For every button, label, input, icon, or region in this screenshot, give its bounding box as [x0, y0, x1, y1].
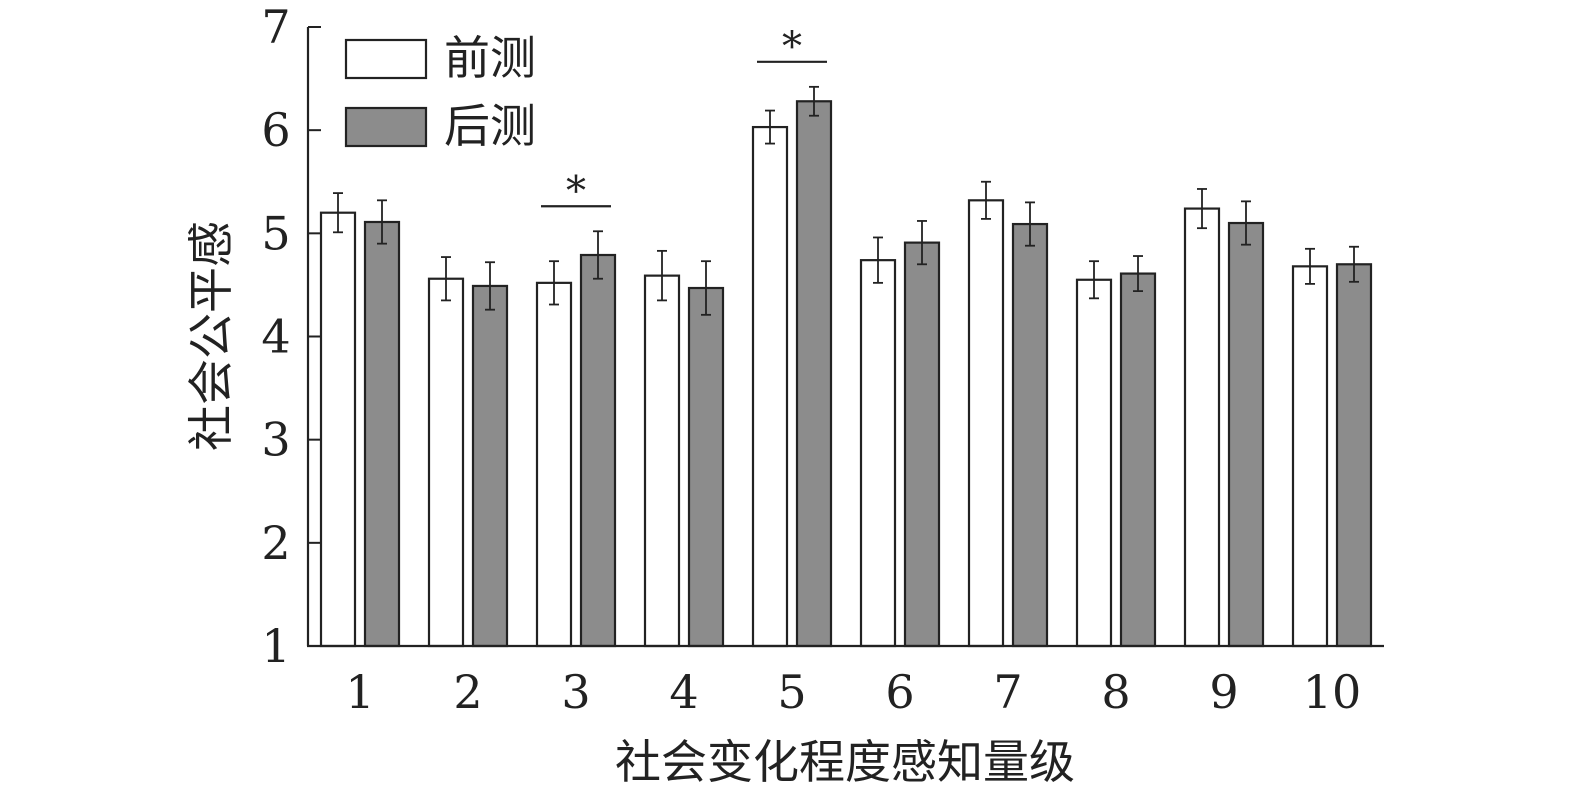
bar-posttest-8	[1119, 272, 1157, 648]
bar-pretest-2	[427, 277, 465, 648]
y-axis-label: 社会公平感	[184, 221, 238, 451]
bar-posttest-3	[579, 253, 617, 648]
x-tick-label-8: 8	[1101, 665, 1130, 719]
legend-swatch	[344, 106, 428, 148]
bar-pretest-4	[643, 274, 681, 648]
error-bar-posttest-5	[809, 85, 819, 117]
error-bar-pretest-6	[873, 236, 883, 284]
x-tick-label-3: 3	[561, 665, 590, 719]
error-bar-pretest-7	[981, 180, 991, 220]
x-ticks-layer: 1 2 3 4 5 6 7 8 9 10	[345, 665, 1361, 719]
bar-pretest-8	[1075, 278, 1113, 648]
y-tick-label-1: 1	[261, 619, 290, 673]
error-bar-pretest-9	[1197, 188, 1207, 230]
error-bars-layer	[333, 85, 1359, 316]
error-bar-pretest-5	[765, 109, 775, 145]
error-bar-posttest-4	[701, 260, 711, 316]
x-axis-label: 社会变化程度感知量级	[615, 735, 1075, 789]
error-bar-pretest-2	[441, 256, 451, 302]
error-bar-posttest-2	[485, 261, 495, 311]
bar-posttest-4	[687, 286, 725, 648]
y-tick-label-4: 4	[261, 310, 290, 364]
error-bar-pretest-8	[1089, 260, 1099, 300]
bar-posttest-7	[1011, 222, 1049, 648]
error-bar-posttest-10	[1349, 245, 1359, 283]
bar-pretest-6	[859, 259, 897, 648]
bar-posttest-9	[1227, 221, 1265, 648]
bar-pretest-5	[751, 125, 789, 648]
significance-star-5: *	[782, 24, 802, 70]
legend-label: 后测	[444, 99, 536, 153]
legend-item-pretest: 前测	[344, 31, 536, 85]
x-tick-label-5: 5	[777, 665, 806, 719]
bar-pretest-7	[967, 199, 1005, 648]
error-bar-pretest-10	[1305, 247, 1315, 285]
bar-posttest-5	[795, 100, 833, 648]
bar-posttest-2	[471, 284, 509, 648]
bar-pretest-3	[535, 281, 573, 648]
y-tick-label-7: 7	[261, 0, 290, 54]
y-tick-label-3: 3	[261, 413, 290, 467]
legend-swatch	[344, 38, 428, 80]
bar-pretest-1	[319, 211, 357, 648]
bar-posttest-6	[903, 241, 941, 648]
error-bar-posttest-6	[917, 220, 927, 266]
x-tick-label-6: 6	[885, 665, 914, 719]
error-bar-pretest-4	[657, 249, 667, 302]
error-bar-posttest-7	[1025, 201, 1035, 247]
error-bar-pretest-3	[549, 260, 559, 306]
bar-posttest-10	[1335, 263, 1373, 648]
error-bar-posttest-9	[1241, 200, 1251, 246]
legend-label: 前测	[444, 31, 536, 85]
y-ticks-layer: 1 2 3 4 5 6 7	[261, 0, 321, 673]
error-bar-posttest-8	[1133, 255, 1143, 293]
bar-posttest-1	[363, 220, 401, 648]
x-tick-label-1: 1	[345, 665, 374, 719]
legend-item-posttest: 后测	[344, 99, 536, 153]
error-bar-posttest-3	[593, 230, 603, 280]
y-tick-label-2: 2	[261, 516, 290, 570]
x-tick-label-4: 4	[669, 665, 698, 719]
bars-layer	[319, 100, 1373, 648]
bar-pretest-9	[1183, 207, 1221, 648]
significance-star-3: *	[566, 168, 586, 214]
x-tick-label-7: 7	[993, 665, 1022, 719]
error-bar-pretest-1	[333, 192, 343, 234]
error-bar-posttest-1	[377, 199, 387, 245]
bar-pretest-10	[1291, 265, 1329, 648]
y-tick-label-6: 6	[261, 103, 290, 157]
x-tick-label-2: 2	[453, 665, 482, 719]
y-tick-label-5: 5	[261, 206, 290, 260]
significance-layer: **	[541, 24, 827, 214]
x-tick-label-9: 9	[1209, 665, 1238, 719]
x-tick-label-10: 10	[1303, 665, 1362, 719]
